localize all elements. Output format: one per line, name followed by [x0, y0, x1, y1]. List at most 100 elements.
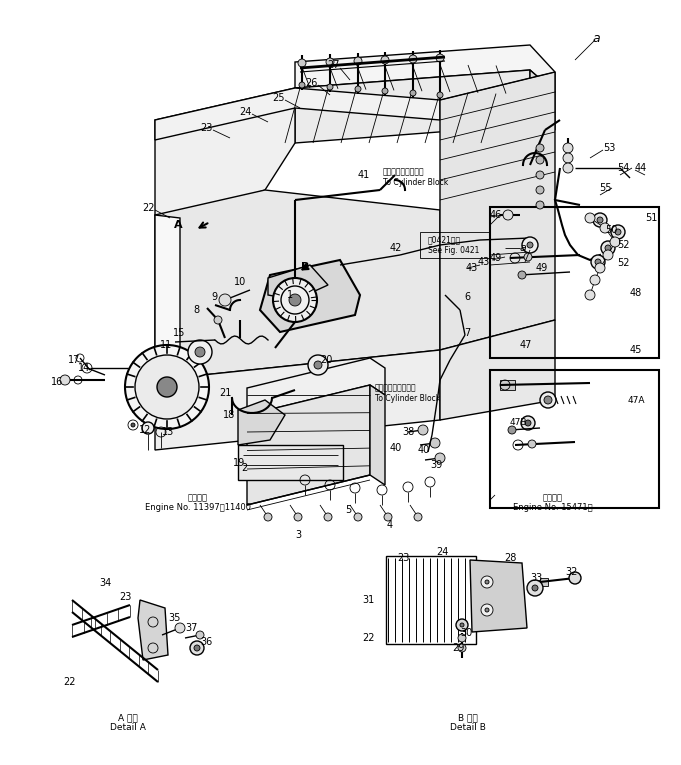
Text: 6: 6 [464, 292, 470, 302]
Polygon shape [540, 578, 548, 586]
Circle shape [60, 375, 70, 385]
Text: A 詳細: A 詳細 [118, 714, 138, 722]
Circle shape [563, 153, 573, 163]
Circle shape [324, 513, 332, 521]
Circle shape [131, 423, 135, 427]
Circle shape [314, 361, 322, 369]
Text: 46: 46 [490, 210, 503, 220]
Circle shape [521, 416, 535, 430]
Circle shape [595, 263, 605, 273]
Polygon shape [268, 265, 328, 300]
Text: 26: 26 [306, 78, 318, 88]
Text: 12: 12 [139, 425, 151, 435]
Text: 34: 34 [99, 578, 111, 588]
Circle shape [188, 340, 212, 364]
Text: 23: 23 [397, 553, 409, 563]
Polygon shape [295, 45, 555, 92]
Circle shape [299, 82, 305, 88]
Circle shape [414, 513, 422, 521]
Circle shape [595, 259, 601, 265]
Text: 31: 31 [363, 595, 375, 605]
Circle shape [522, 237, 538, 253]
Text: 23: 23 [201, 123, 213, 133]
Text: 4: 4 [387, 520, 393, 530]
Text: 適用号機: 適用号機 [188, 493, 208, 503]
Circle shape [527, 580, 543, 596]
Bar [420, 232, 490, 258]
Circle shape [175, 623, 185, 633]
Polygon shape [247, 385, 370, 505]
Circle shape [460, 623, 464, 627]
Circle shape [157, 377, 177, 397]
Text: 51: 51 [645, 213, 657, 223]
Text: 33: 33 [530, 573, 542, 583]
Text: 43: 43 [466, 263, 478, 273]
Text: See Fig. 0421: See Fig. 0421 [428, 246, 479, 255]
Circle shape [536, 156, 544, 164]
Text: 43: 43 [478, 257, 490, 267]
Polygon shape [238, 400, 285, 445]
Text: Detail A: Detail A [110, 724, 146, 733]
Text: 39: 39 [430, 460, 442, 470]
Text: 30: 30 [460, 628, 472, 638]
Circle shape [540, 392, 556, 408]
Text: a: a [520, 243, 527, 253]
Text: 21: 21 [220, 388, 232, 398]
Text: 23: 23 [118, 592, 131, 602]
Text: 50: 50 [605, 225, 618, 235]
Circle shape [532, 585, 538, 591]
Text: 11: 11 [160, 340, 172, 350]
Circle shape [264, 513, 272, 521]
Circle shape [435, 453, 445, 463]
Text: 38: 38 [402, 427, 415, 437]
Text: 9: 9 [211, 292, 217, 302]
Polygon shape [260, 260, 360, 332]
Circle shape [289, 294, 301, 306]
Text: A: A [174, 220, 183, 230]
Circle shape [125, 345, 209, 429]
Text: 19: 19 [233, 458, 245, 468]
Text: 5: 5 [345, 505, 351, 515]
Text: 47A: 47A [628, 396, 646, 405]
Text: 45: 45 [630, 345, 642, 355]
Text: 32: 32 [565, 567, 577, 577]
Circle shape [611, 225, 625, 239]
Text: 17: 17 [67, 355, 80, 365]
Circle shape [409, 55, 417, 63]
Circle shape [610, 237, 620, 247]
Text: 47: 47 [520, 340, 533, 350]
Circle shape [354, 57, 362, 65]
Bar [490, 370, 659, 508]
Polygon shape [155, 350, 440, 450]
Circle shape [146, 427, 150, 429]
Text: To Cylinder Block: To Cylinder Block [383, 177, 448, 187]
Text: 13: 13 [162, 427, 174, 437]
Text: 29: 29 [452, 643, 464, 653]
Polygon shape [155, 88, 440, 140]
Text: 10: 10 [234, 277, 246, 287]
Text: 41: 41 [358, 170, 370, 180]
Circle shape [591, 255, 605, 269]
Text: Detail B: Detail B [450, 724, 486, 733]
Circle shape [503, 210, 513, 220]
Text: 35: 35 [168, 613, 180, 623]
Text: 14: 14 [78, 363, 90, 373]
Polygon shape [155, 88, 295, 218]
Text: 40: 40 [390, 443, 402, 453]
Circle shape [436, 54, 444, 62]
Bar [238, 445, 343, 480]
Circle shape [355, 86, 361, 92]
Circle shape [458, 644, 466, 652]
Circle shape [273, 278, 317, 322]
Text: 20: 20 [320, 355, 332, 365]
Circle shape [382, 88, 388, 94]
Circle shape [327, 84, 333, 90]
Circle shape [194, 645, 200, 651]
Text: シリンダブロックへ: シリンダブロックへ [375, 383, 417, 392]
Bar [386, 556, 476, 644]
Polygon shape [247, 358, 385, 415]
Circle shape [563, 143, 573, 153]
Circle shape [326, 58, 334, 66]
Text: 49: 49 [536, 263, 548, 273]
Circle shape [418, 425, 428, 435]
